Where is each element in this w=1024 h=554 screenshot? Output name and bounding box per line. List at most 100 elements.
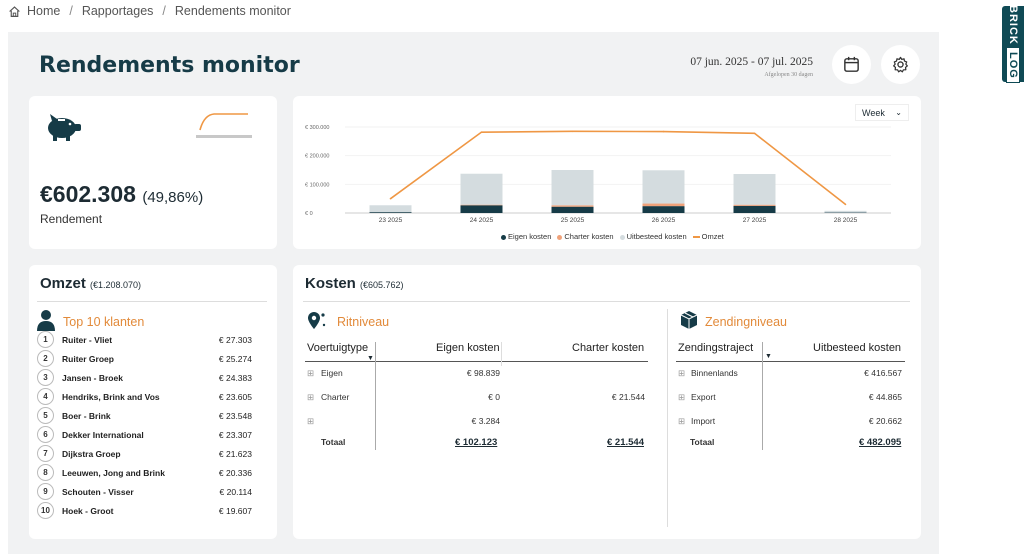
col-voertuigtype[interactable]: Voertuigtype — [307, 342, 369, 354]
y-tick-label: € 300.000 — [305, 125, 329, 131]
point-omzet[interactable] — [571, 130, 574, 133]
period-select-value: Week — [862, 107, 885, 118]
klant-row[interactable]: 2 Ruiter Groep € 25.274 — [37, 349, 252, 368]
point-omzet[interactable] — [480, 131, 483, 133]
point-omzet[interactable] — [844, 203, 847, 206]
y-tick-label: € 0 — [305, 211, 313, 217]
expand-icon[interactable]: ⊞ — [307, 368, 315, 378]
legend-omzet-label: Omzet — [701, 232, 724, 241]
breadcrumb-home[interactable]: Home — [27, 4, 61, 18]
bar-charter[interactable] — [460, 204, 503, 206]
sparkline-icon — [196, 113, 252, 138]
breadcrumb-current: Rendements monitor — [174, 4, 291, 18]
klant-value: € 23.605 — [218, 391, 252, 402]
rank-badge: 6 — [37, 426, 54, 443]
kosten-card: Kosten (€605.762) Ritniveau Voertuigtype… — [293, 265, 921, 539]
y-tick-label: € 100.000 — [305, 182, 329, 188]
klant-name: Jansen - Broek — [62, 372, 123, 383]
page-title: Rendements monitor — [39, 53, 300, 78]
zendingniveau-title: Zendingniveau — [705, 315, 788, 329]
bar-uitbesteed[interactable] — [460, 173, 503, 205]
table-col-divider — [375, 342, 376, 450]
klant-row[interactable]: 1 Ruiter - Vliet € 27.303 — [37, 330, 252, 349]
period-select[interactable]: Week ⌄ — [855, 104, 909, 121]
klant-row[interactable]: 7 Dijkstra Groep € 21.623 — [37, 444, 252, 463]
legend-eigen-label: Eigen kosten — [508, 232, 552, 241]
calendar-button[interactable] — [832, 45, 871, 84]
bar-uitbesteed[interactable] — [733, 174, 776, 205]
expand-icon[interactable]: ⊞ — [307, 416, 315, 426]
bar-uitbesteed[interactable] — [642, 170, 685, 204]
klant-value: € 20.114 — [219, 486, 252, 497]
bar-charter[interactable] — [642, 203, 685, 207]
klant-value: € 24.383 — [218, 372, 252, 383]
point-omzet[interactable] — [753, 132, 756, 135]
klant-row[interactable]: 9 Schouten - Visser € 20.114 — [37, 482, 252, 501]
legend-uitbesteed[interactable]: Uitbesteed kosten — [619, 232, 687, 241]
col-zendingstraject[interactable]: Zendingstraject — [678, 342, 754, 354]
x-tick-label: 24 2025 — [470, 217, 494, 224]
bar-uitbesteed[interactable] — [369, 205, 412, 213]
klant-row[interactable]: 5 Boer - Brink € 23.548 — [37, 406, 252, 425]
legend-omzet[interactable]: Omzet — [692, 232, 724, 241]
rendement-amount: €602.308 — [40, 181, 136, 207]
col-eigen-kosten[interactable]: Eigen kosten — [436, 342, 500, 354]
sort-desc-icon[interactable]: ▼ — [765, 353, 772, 360]
bar-eigen[interactable] — [460, 205, 503, 213]
zending-row-type: Export — [691, 392, 716, 402]
klant-row[interactable]: 6 Dekker International € 23.307 — [37, 425, 252, 444]
bar-eigen[interactable] — [369, 212, 412, 213]
klant-row[interactable]: 3 Jansen - Broek € 24.383 — [37, 368, 252, 387]
table-header-line — [305, 361, 648, 362]
klant-value: € 20.336 — [218, 467, 252, 478]
bar-eigen[interactable] — [551, 206, 594, 213]
rank-badge: 4 — [37, 388, 54, 405]
date-range[interactable]: 07 jun. 2025 - 07 jul. 2025 Afgelopen 30… — [690, 56, 813, 78]
bar-charter[interactable] — [733, 204, 776, 206]
klant-name: Dijkstra Groep — [62, 448, 121, 459]
main-content: Rendements monitor 07 jun. 2025 - 07 jul… — [8, 32, 939, 554]
bar-charter[interactable] — [551, 205, 594, 207]
gear-icon — [893, 56, 908, 73]
rit-total-label: Totaal — [321, 437, 346, 447]
expand-icon[interactable]: ⊞ — [678, 368, 686, 378]
klant-name: Dekker International — [62, 429, 144, 440]
klant-row[interactable]: 10 Hoek - Groot € 19.607 — [37, 501, 252, 520]
sort-desc-icon[interactable]: ▼ — [367, 355, 374, 362]
expand-icon[interactable]: ⊞ — [678, 392, 686, 402]
brick-log-tab[interactable]: BRICKLOG — [1002, 5, 1024, 84]
point-omzet[interactable] — [389, 197, 392, 200]
col-uitbesteed-kosten[interactable]: Uitbesteed kosten — [813, 342, 902, 354]
breadcrumb-separator: / — [162, 4, 166, 18]
bar-uitbesteed[interactable] — [824, 210, 867, 213]
omzet-card: Omzet (€1.208.070) Top 10 klanten 1 Ruite… — [29, 265, 277, 539]
home-icon[interactable] — [8, 5, 21, 18]
expand-icon[interactable]: ⊞ — [307, 392, 315, 402]
breadcrumb-separator: / — [69, 4, 73, 18]
settings-button[interactable] — [881, 45, 920, 84]
klant-value: € 23.307 — [218, 429, 252, 440]
bar-uitbesteed[interactable] — [551, 170, 594, 206]
x-tick-label: 23 2025 — [379, 217, 403, 224]
bar-eigen[interactable] — [733, 205, 776, 213]
zending-row-type: Binnenlands — [691, 368, 738, 378]
point-omzet[interactable] — [662, 130, 665, 133]
bar-eigen[interactable] — [642, 206, 685, 213]
line-omzet[interactable] — [390, 130, 846, 206]
klant-name: Ruiter - Vliet — [62, 334, 113, 345]
kosten-total: (€605.762) — [360, 280, 404, 290]
omzet-title: Omzet (€1.208.070) — [40, 275, 141, 292]
breadcrumb-rapportages[interactable]: Rapportages — [81, 4, 154, 18]
klant-row[interactable]: 8 Leeuwen, Jong and Brink € 20.336 — [37, 463, 252, 482]
expand-icon[interactable]: ⊞ — [678, 416, 686, 426]
col-charter-kosten[interactable]: Charter kosten — [572, 342, 645, 354]
klant-row[interactable]: 4 Hendriks, Brink and Vos € 23.605 — [37, 387, 252, 406]
klant-value: € 19.607 — [218, 505, 252, 516]
legend-charter[interactable]: Charter kosten — [557, 232, 614, 241]
ritniveau-title: Ritniveau — [337, 315, 390, 329]
legend-eigen[interactable]: Eigen kosten — [501, 232, 551, 241]
rank-badge: 3 — [37, 369, 54, 386]
x-tick-label: 27 2025 — [743, 217, 767, 224]
omzet-total: (€1.208.070) — [90, 280, 142, 290]
klant-name: Boer - Brink — [62, 410, 111, 421]
